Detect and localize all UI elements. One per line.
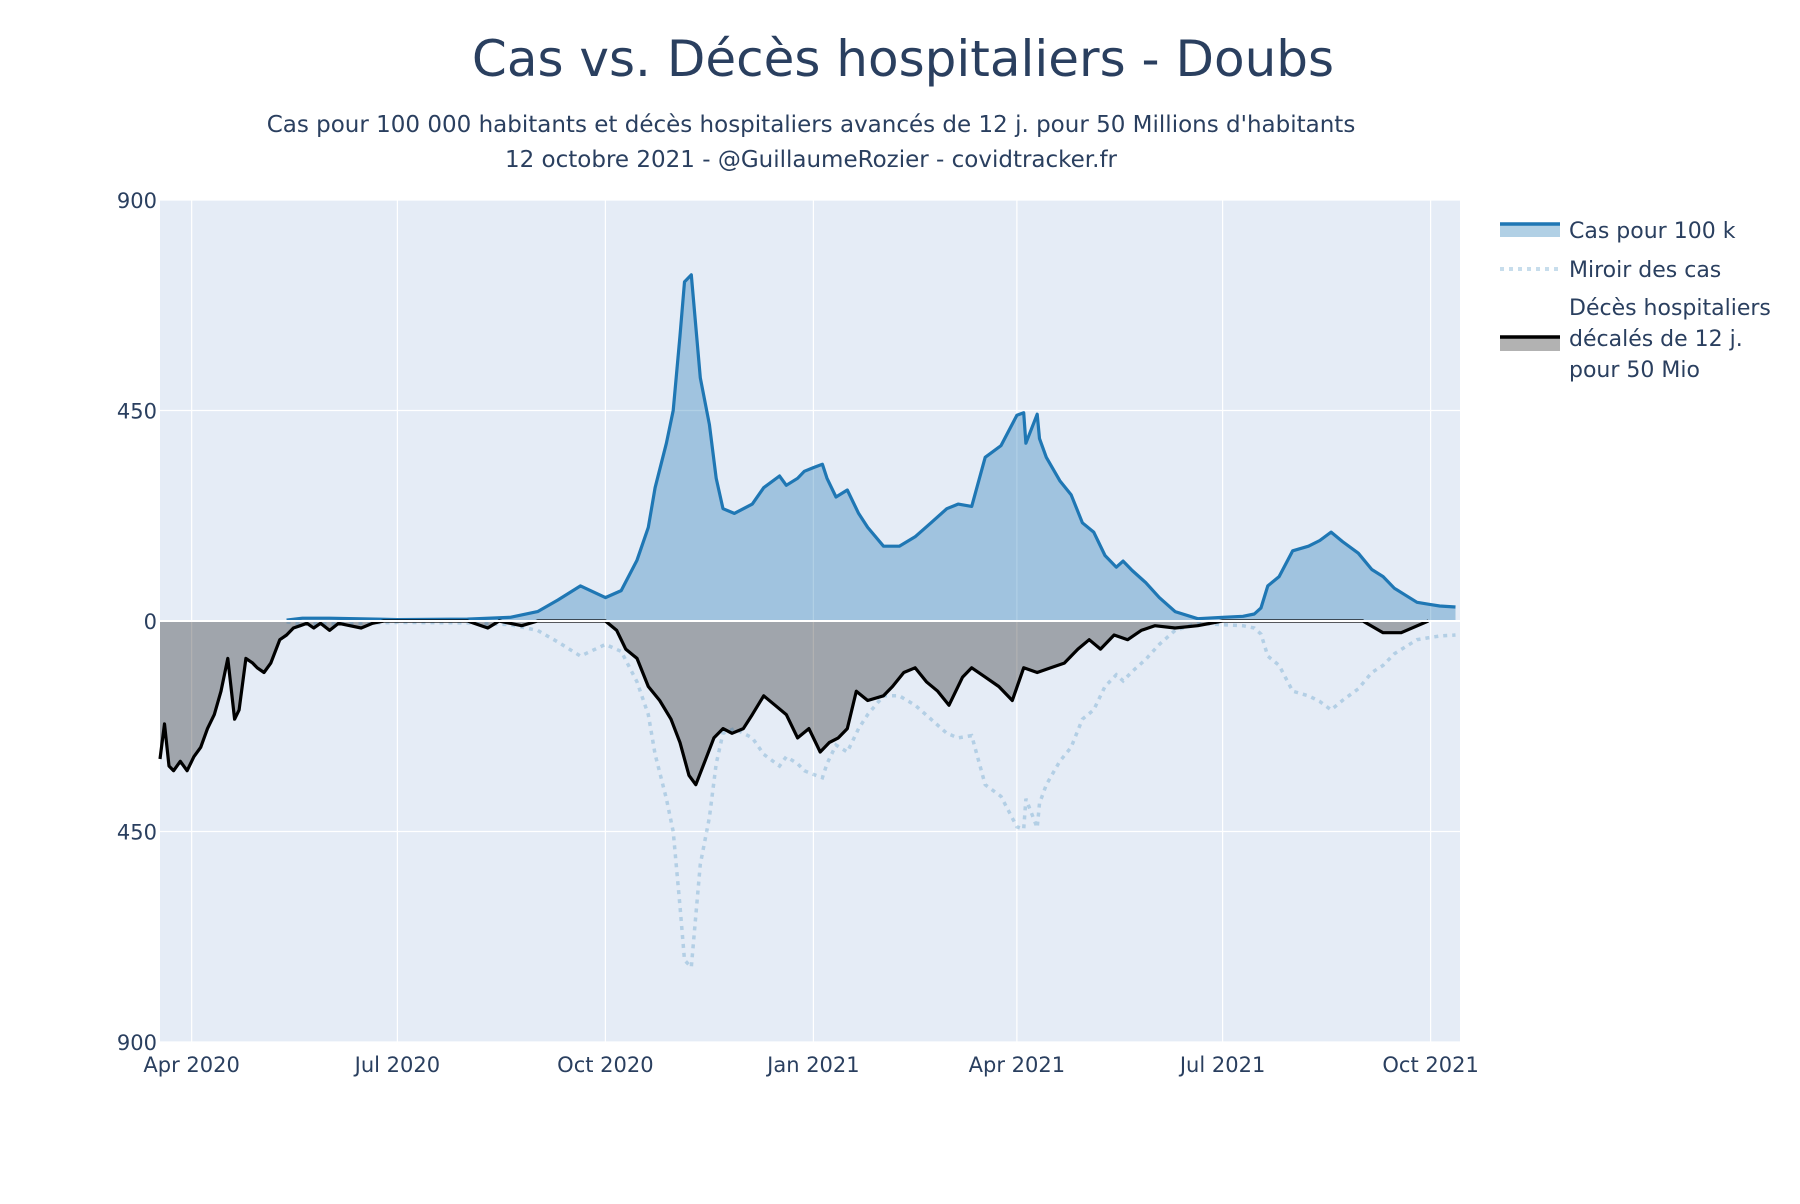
y-axis-ticks: 900 450 0 450 900 [117,189,157,1055]
series-deaths-area [160,621,1429,785]
x-tick-label: Jul 2020 [353,1053,440,1077]
series-cases-line [286,273,1456,622]
chart-subtitle-line1: Cas pour 100 000 habitants et décès hosp… [267,112,1356,138]
y-tick-label: 900 [117,1031,157,1055]
legend-item-deaths[interactable]: Décès hospitaliers décalés de 12 j. pour… [1500,296,1771,383]
chart-title: Cas vs. Décès hospitaliers - Doubs [472,30,1334,88]
x-tick-label: Apr 2020 [143,1053,239,1077]
x-tick-label: Jul 2021 [1178,1053,1265,1077]
y-tick-label: 450 [117,400,157,424]
legend-label-mirror: Miroir des cas [1569,258,1721,283]
legend-item-mirror[interactable]: Miroir des cas [1500,258,1721,283]
legend-label-deaths-1: Décès hospitaliers [1569,296,1771,321]
legend-label-cases: Cas pour 100 k [1569,219,1736,244]
x-tick-label: Oct 2020 [557,1053,653,1077]
legend-label-deaths-2: décalés de 12 j. [1569,327,1743,352]
legend-swatch-cases-fill [1500,223,1560,237]
series-deaths-line [158,619,1429,787]
x-axis-ticks: Apr 2020 Jul 2020 Oct 2020 Jan 2021 Apr 2021… [143,1053,1478,1077]
y-tick-label: 0 [144,610,157,634]
chart-subtitle-line2: 12 octobre 2021 - @GuillaumeRozier - cov… [505,147,1118,173]
y-tick-label: 450 [117,821,157,845]
x-tick-label: Jan 2021 [765,1053,860,1077]
x-tick-label: Apr 2021 [969,1053,1065,1077]
series-mirror-line [286,620,1456,972]
legend-item-cases[interactable]: Cas pour 100 k [1500,219,1736,244]
x-tick-label: Oct 2021 [1382,1053,1478,1077]
series-cases-area [286,274,1456,621]
legend: Cas pour 100 k Miroir des cas Décès hosp… [1500,219,1771,383]
y-tick-label: 900 [117,189,157,213]
legend-swatch-deaths-fill [1500,337,1560,351]
legend-label-deaths-3: pour 50 Mio [1569,358,1700,383]
series-layer [158,273,1460,972]
